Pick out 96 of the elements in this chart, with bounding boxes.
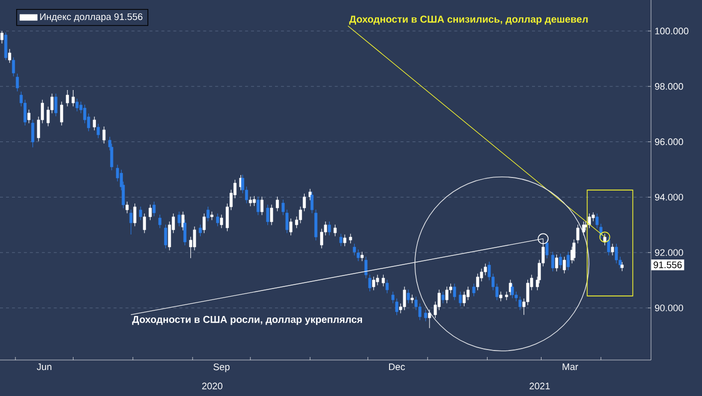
candlestick	[445, 286, 448, 304]
legend-label: Индекс доллара 91.556	[40, 13, 142, 22]
candlestick	[202, 213, 206, 234]
candlestick	[424, 309, 428, 322]
candlestick	[276, 196, 279, 212]
candlestick	[588, 213, 591, 228]
candlestick	[289, 218, 292, 236]
candlestick	[499, 291, 502, 302]
candlestick	[328, 221, 331, 236]
candlestick	[339, 233, 342, 246]
candlestick	[607, 236, 610, 256]
candlestick	[256, 196, 260, 216]
candlestick	[372, 276, 376, 291]
candlestick	[510, 283, 514, 299]
candlestick	[66, 90, 69, 107]
candlestick	[178, 211, 181, 227]
candlestick	[466, 286, 470, 300]
candlestick	[386, 279, 389, 294]
y-tick-label: 92.000	[654, 249, 684, 256]
y-tick-label: 90.000	[654, 304, 684, 312]
candlestick	[0, 30, 4, 44]
candlestick	[603, 233, 606, 246]
candlestick	[395, 298, 398, 316]
candlestick	[356, 249, 360, 262]
candlestick	[129, 209, 132, 235]
text: 91.556	[654, 261, 682, 268]
candlestick	[402, 286, 406, 310]
candlestick	[31, 119, 34, 148]
annotation: Доходности в США росли, доллар укреплялся	[132, 316, 362, 325]
x-tick-label: Dec	[389, 364, 405, 370]
candlestick	[441, 291, 444, 304]
candlestick	[220, 214, 223, 228]
candlestick	[518, 296, 522, 310]
candlestick	[472, 283, 476, 297]
candlestick	[382, 274, 385, 287]
candlestick	[343, 234, 346, 246]
candlestick	[406, 289, 410, 304]
annotation: Доходности в США снизились, доллар дешевел	[349, 16, 588, 25]
candlestick	[133, 203, 136, 227]
candlestick	[620, 262, 624, 272]
candlestick	[558, 253, 562, 269]
candlestick	[453, 283, 456, 300]
candlestick	[158, 214, 162, 228]
candlestick	[546, 239, 548, 259]
candlestick	[183, 219, 186, 246]
candlestick	[555, 254, 558, 272]
candlestick	[391, 291, 394, 304]
candlestick	[8, 48, 12, 64]
candlestick	[334, 224, 337, 237]
candlestick	[96, 123, 100, 138]
candlestick	[270, 204, 274, 226]
x-tick-label: Sep	[214, 364, 230, 372]
candlestick	[248, 196, 252, 207]
candlestick	[16, 73, 19, 92]
candlestick	[54, 93, 58, 117]
candlestick	[60, 101, 64, 126]
candlestick	[376, 274, 380, 286]
candlestick	[152, 201, 156, 217]
y-tick-label: 100.000	[655, 28, 688, 34]
candlestick	[102, 126, 106, 144]
candlestick	[72, 90, 75, 107]
candlestick	[252, 196, 256, 206]
candlestick	[139, 206, 142, 220]
candlestick	[27, 109, 30, 124]
candlestick	[566, 251, 570, 271]
candlestick	[349, 233, 352, 244]
candlestick	[260, 196, 264, 216]
candlestick	[4, 32, 8, 60]
candlestick	[551, 251, 554, 272]
candlestick	[216, 213, 220, 227]
candlestick	[526, 279, 530, 306]
text: 2020	[202, 382, 222, 390]
y-tick-label: 94.000	[654, 194, 684, 201]
candlestick	[458, 291, 462, 307]
candlestick	[610, 243, 614, 256]
candlestick	[12, 57, 15, 77]
candlestick	[148, 204, 152, 220]
candlestick	[352, 243, 356, 256]
candlestick	[126, 201, 129, 214]
candlestick	[428, 309, 432, 328]
candlestick	[164, 224, 168, 249]
candlestick	[360, 251, 364, 262]
candlestick	[206, 206, 210, 222]
x-tick-label: Jun	[36, 364, 52, 370]
candlestick	[142, 213, 146, 234]
candlestick	[562, 256, 566, 274]
candlestick	[614, 243, 618, 264]
y-tick-label: 98.000	[654, 83, 684, 90]
candlestick	[198, 224, 202, 237]
candlestick	[193, 226, 196, 251]
x-tick-label: Mar	[562, 364, 578, 370]
text: 2021	[530, 382, 550, 390]
y-tick-label: 96.000	[654, 138, 684, 146]
candlestick	[266, 204, 270, 226]
candlestick	[76, 98, 79, 112]
candlestick	[92, 116, 96, 131]
